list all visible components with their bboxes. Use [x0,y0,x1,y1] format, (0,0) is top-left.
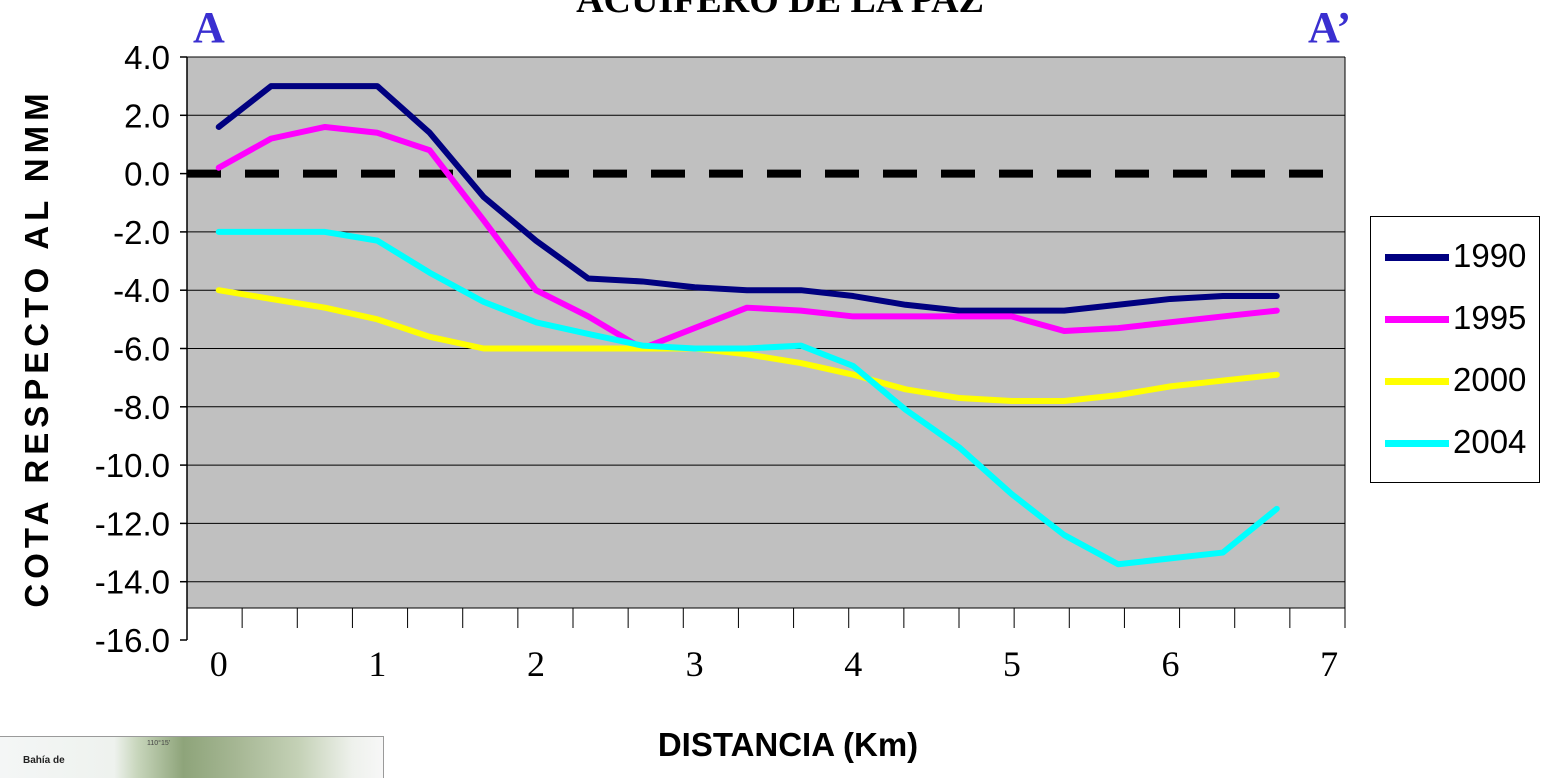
x-tick-label: 1 [368,644,386,684]
legend-item: 2004 [1381,415,1539,473]
x-tick-label: 2 [527,644,545,684]
x-tick-label: 4 [844,644,862,684]
y-tick-label: -16.0 [95,622,170,659]
legend-item: 2000 [1381,353,1539,411]
map-coordinate-label: 110°15' [147,740,171,747]
series-line-1995 [215,123,1280,352]
y-tick-label: 4.0 [124,39,170,76]
x-tick-label: 0 [210,644,228,684]
legend: 1990 1995 2000 2004 [1370,216,1540,483]
chart-title: ACUIFERO DE LA PAZ [576,0,984,21]
y-tick-label: -4.0 [113,272,170,309]
legend-label: 2000 [1453,361,1527,398]
x-tick-label: 5 [1003,644,1021,684]
y-tick-label: -10.0 [95,447,170,484]
map-label: Bahía de [23,755,65,766]
section-start-marker: A [193,3,225,52]
legend-swatch [1385,316,1449,323]
legend-label: 2004 [1453,423,1527,460]
location-map-image: Bahía de 110°15' [0,736,384,778]
section-end-marker: A’ [1308,3,1352,52]
y-tick-label: 2.0 [124,97,170,134]
y-tick-label: -8.0 [113,389,170,426]
series-line-2000 [215,287,1280,404]
y-tick-label: -14.0 [95,564,170,601]
legend-label: 1990 [1453,237,1527,274]
x-axis-label: DISTANCIA (Km) [657,726,919,763]
legend-label: 1995 [1453,299,1527,336]
y-tick-label: -6.0 [113,331,170,368]
y-tick-label: -2.0 [113,214,170,251]
y-tick-label: 0.0 [124,156,170,193]
series-line-2004 [215,228,1280,568]
x-tick-label: 7 [1320,644,1338,684]
plot-background [187,57,1345,608]
series-line-1990 [215,83,1280,314]
legend-swatch [1385,254,1449,261]
y-tick-label: -12.0 [95,505,170,542]
x-tick-label: 3 [686,644,704,684]
legend-swatch [1385,440,1449,447]
y-axis-label: COTA RESPECTO AL NMM [18,88,55,608]
legend-item: 1990 [1381,229,1539,287]
legend-item: 1995 [1381,291,1539,349]
x-tick-label: 6 [1162,644,1180,684]
legend-swatch [1385,378,1449,385]
